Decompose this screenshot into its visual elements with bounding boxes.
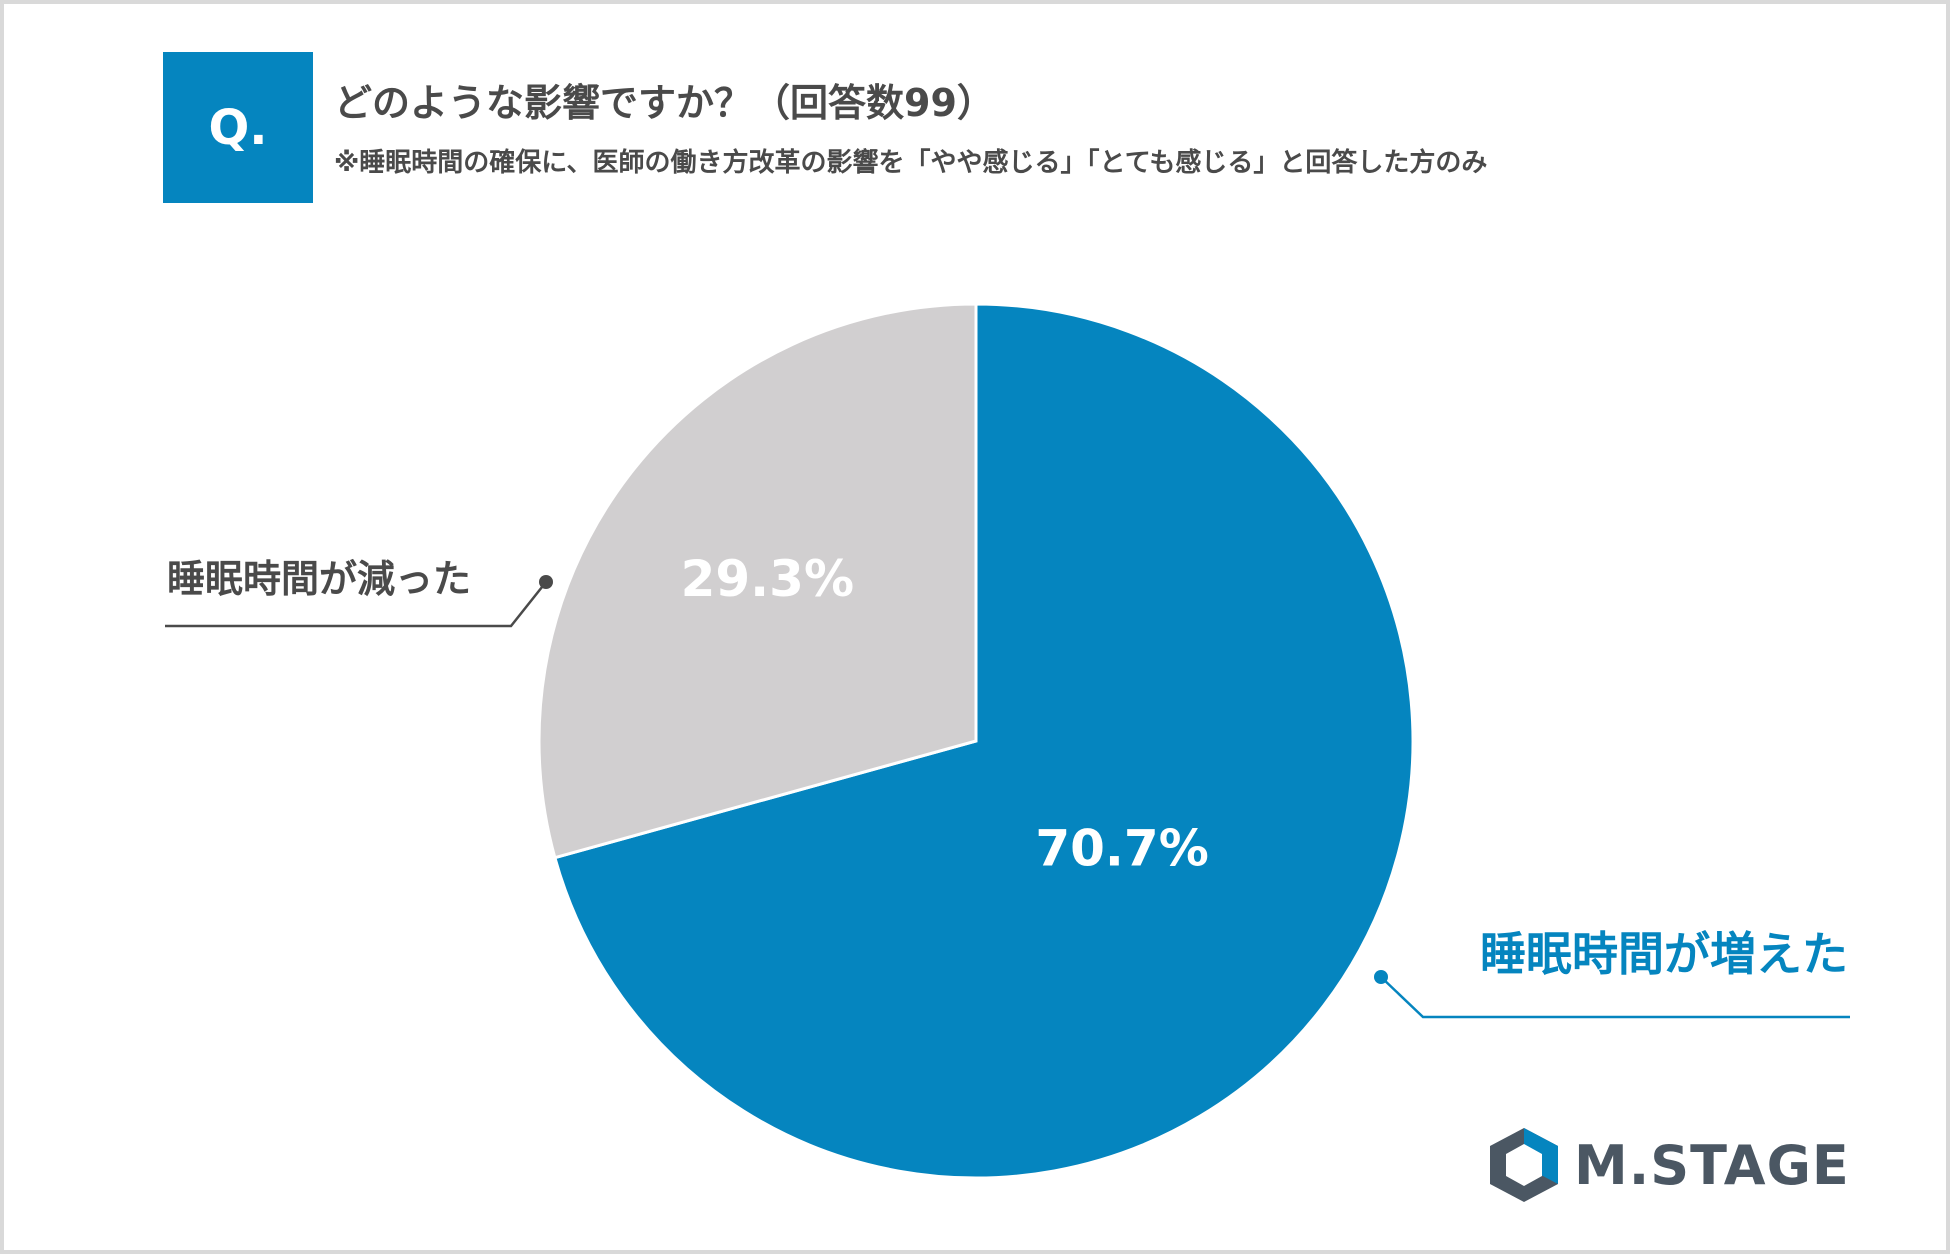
question-badge-label: Q. — [208, 99, 268, 156]
pie-slice-1 — [553, 302, 1415, 1180]
callout-line-1 — [1380, 976, 1850, 1019]
category-label-2: 睡眠時間が減った — [167, 557, 471, 601]
mstage-logo-text: M.STAGE — [1574, 1133, 1850, 1197]
pie-slice-value-label-2: 29.3% — [681, 550, 854, 608]
callout-line-2 — [165, 581, 547, 628]
category-label-1: 睡眠時間が増えた — [1480, 927, 1848, 981]
pie-slice-value-label-1: 70.7% — [1035, 820, 1208, 878]
pie-slice-2 — [537, 302, 978, 860]
callout-dot-2 — [539, 575, 553, 589]
mstage-logo: M.STAGE — [1488, 1126, 1850, 1204]
question-badge: Q. — [163, 52, 313, 203]
mstage-logo-icon — [1490, 1128, 1558, 1202]
callout-dot-1 — [1374, 970, 1388, 984]
question-title: どのような影響ですか？（回答数99） — [334, 81, 995, 125]
question-note: ※睡眠時間の確保に、医師の働き方改革の影響を「やや感じる」「とても感じる」と回答… — [334, 148, 1488, 178]
